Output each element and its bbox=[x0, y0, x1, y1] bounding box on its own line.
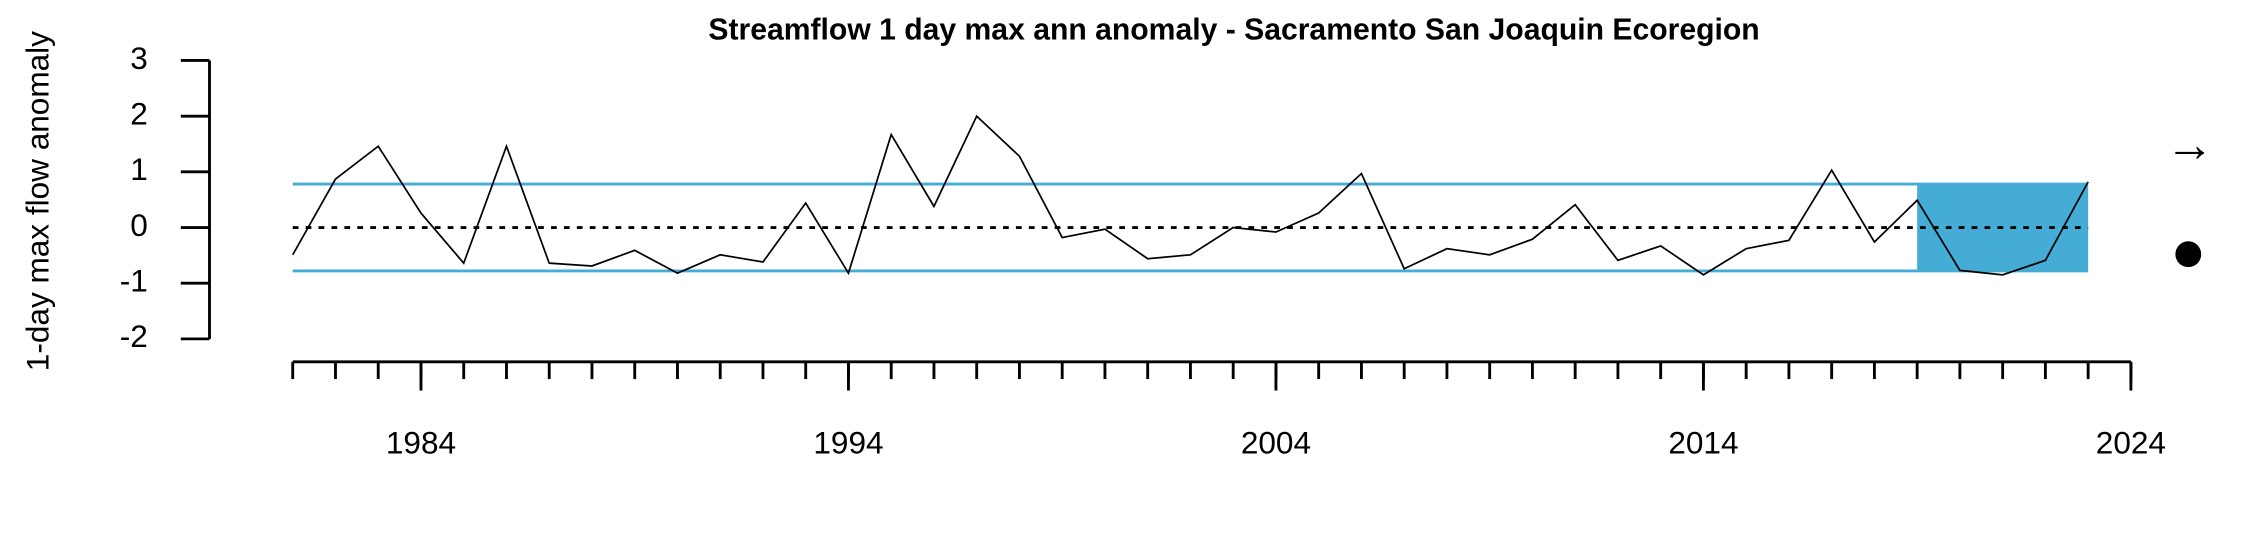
y-tick-label: -1 bbox=[120, 263, 148, 299]
chart-title: Streamflow 1 day max ann anomaly - Sacra… bbox=[708, 14, 1759, 47]
y-tick-label: 2 bbox=[130, 96, 148, 132]
y-tick-label: -2 bbox=[120, 318, 148, 354]
x-tick-label: 2004 bbox=[1241, 424, 1311, 460]
y-tick-label: 0 bbox=[130, 207, 148, 243]
y-tick-label: 3 bbox=[130, 40, 148, 76]
x-tick-label: 2024 bbox=[2096, 424, 2166, 460]
x-tick-label: 2014 bbox=[1668, 424, 1738, 460]
x-tick-label: 1994 bbox=[813, 424, 883, 460]
y-axis-label: 1-day max flow anomaly bbox=[20, 31, 56, 371]
status-dot bbox=[2175, 241, 2202, 268]
data-line bbox=[291, 114, 2089, 276]
y-tick-label: 1 bbox=[130, 151, 148, 187]
trend-symbol: → bbox=[2165, 118, 2214, 172]
x-tick-label: 1984 bbox=[386, 424, 456, 460]
